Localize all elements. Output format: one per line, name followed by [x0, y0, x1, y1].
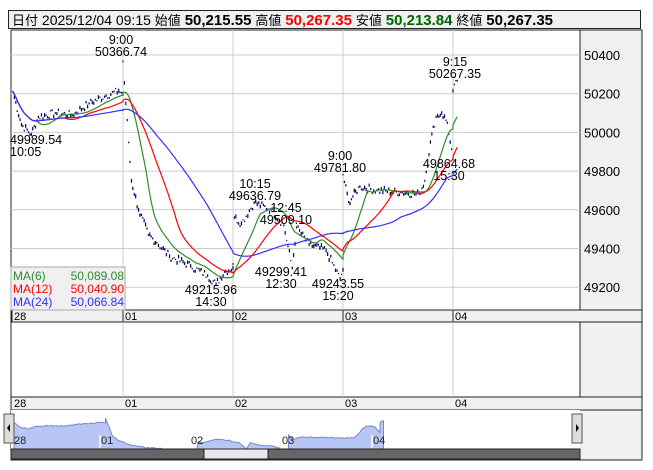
annotation-value: 49299.41: [255, 265, 307, 279]
navigator-area-series: [13, 417, 385, 458]
price-panel: [10, 29, 581, 311]
legend-name: MA(6): [13, 269, 46, 283]
y-tick-label: 49800: [584, 164, 620, 179]
annotation-value: 50366.74: [95, 45, 147, 59]
annotation-time: 9:00: [109, 33, 133, 47]
annotation-time: 12:30: [265, 277, 296, 291]
x-tick-label-lower: 01: [125, 398, 137, 410]
y-tick-label: 50200: [584, 87, 620, 102]
legend-name: MA(12): [13, 282, 52, 296]
legend-value: 50,040.90: [71, 282, 125, 296]
chevron-left-icon: [7, 424, 10, 432]
annotation-value: 49864.68: [423, 157, 475, 171]
navigator-x-label: 01: [101, 435, 113, 447]
scrollbar-track: [10, 448, 581, 460]
x-tick-label: 28: [14, 311, 26, 323]
sub-panel: [10, 321, 581, 398]
close-label: 終値: [456, 13, 483, 28]
ma-legend: [10, 266, 126, 311]
x-tick-label: 01: [125, 311, 137, 323]
legend-name: MA(24): [13, 295, 52, 309]
open-value: 50,215.55: [184, 12, 252, 29]
y-tick-label: 49600: [584, 203, 620, 218]
low-label: 安値: [355, 13, 382, 28]
annotation-time: 14:30: [195, 295, 226, 309]
legend-value: 50,089.08: [71, 269, 125, 283]
y-tick-label: 49400: [584, 242, 620, 257]
ma-6-line: [12, 91, 458, 279]
x-tick-label: 03: [345, 311, 357, 323]
x-tick-label-lower: 28: [14, 398, 26, 410]
navigator-x-label: 03: [282, 435, 294, 447]
annotation-time: 15:20: [322, 289, 353, 303]
date-axis-strip: [10, 309, 643, 323]
annotation-time: 9:00: [328, 149, 352, 163]
annotation-value: 49509.10: [260, 213, 312, 227]
annotation-value: 49781.80: [314, 161, 366, 175]
annotation-value: 49243.55: [312, 277, 364, 291]
high-value: 50,267.35: [285, 12, 352, 29]
x-tick-label-lower: 04: [455, 398, 467, 410]
annotation-time: 10:15: [239, 177, 270, 191]
y-tick-label: 50000: [584, 125, 620, 140]
annotation-value: 49636.79: [229, 189, 281, 203]
navigator-x-label: 02: [191, 435, 203, 447]
close-value: 50,267.35: [486, 12, 554, 29]
ma-12-line: [12, 91, 458, 274]
low-value: 50,213.84: [385, 12, 453, 29]
x-tick-label: 04: [455, 311, 467, 323]
scrollbar-thumb[interactable]: [203, 448, 269, 460]
navigator-x-label: 28: [14, 435, 26, 447]
chevron-right-icon: [576, 424, 579, 432]
x-tick-label: 02: [235, 311, 247, 323]
annotation-value: 50267.35: [429, 67, 481, 81]
annotation-time: 9:15: [443, 55, 467, 69]
date-label: 日付: [12, 13, 39, 28]
y-axis-panel: [579, 29, 643, 398]
annotation-time: 12:45: [270, 201, 301, 215]
legend-value: 50,066.84: [71, 295, 125, 309]
navigator-x-label: 04: [373, 435, 385, 447]
ma-24-line: [12, 91, 458, 257]
date-axis-strip-2: [10, 396, 643, 411]
annotation-time: 15:30: [433, 169, 464, 183]
x-tick-label-lower: 03: [345, 398, 357, 410]
datetime-value: 2025/12/04 09:15: [41, 12, 151, 28]
annotation-time: 10:05: [10, 145, 41, 159]
ohlc-header: 日付 2025/12/04 09:15 始値 50,215.55 高値 50,2…: [8, 10, 641, 29]
annotation-value: 49215.96: [185, 283, 237, 297]
x-tick-label-lower: 02: [235, 398, 247, 410]
annotation-value: 49989.54: [10, 133, 62, 147]
y-tick-label: 49200: [584, 280, 620, 295]
high-label: 高値: [255, 13, 282, 28]
open-label: 始値: [154, 13, 181, 28]
y-tick-label: 50400: [584, 48, 620, 63]
